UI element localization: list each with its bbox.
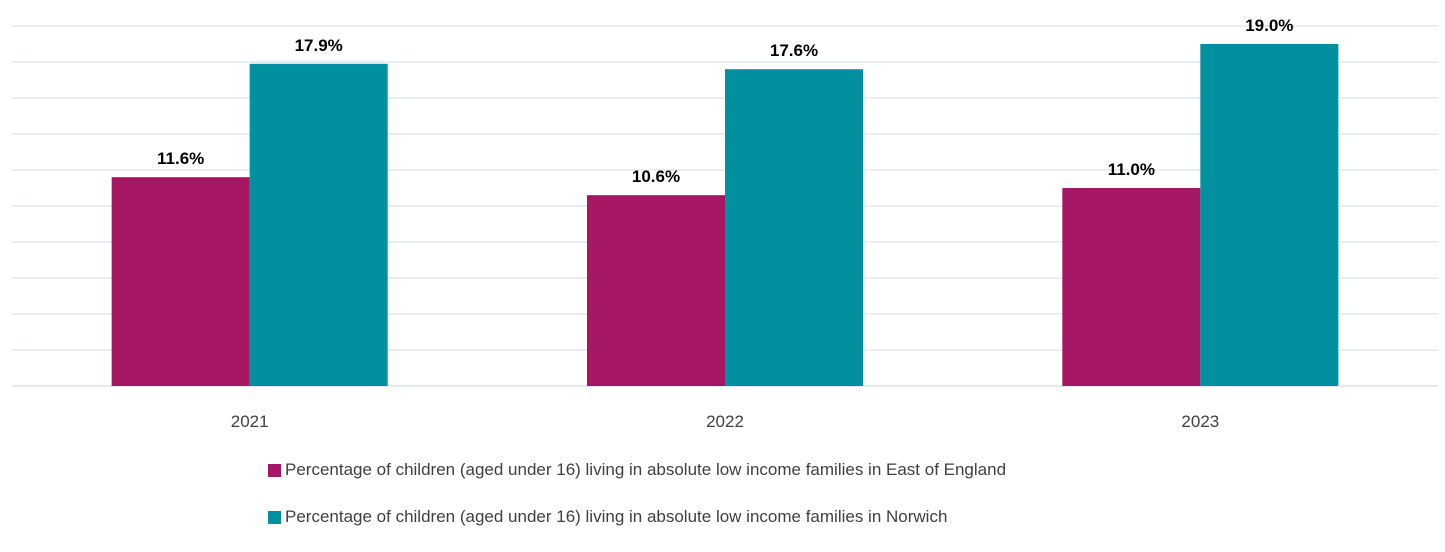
bar-2022-series-1 [725,69,863,386]
x-axis: 2021 2022 2023 [231,412,1219,431]
bars [111,44,1339,387]
data-label-2023-series-0: 11.0% [1108,160,1155,179]
x-tick-label-2023: 2023 [1181,412,1219,431]
legend: Percentage of children (aged under 16) l… [268,458,1006,552]
bar-2021-series-1 [249,63,388,387]
legend-label-east-of-england: Percentage of children (aged under 16) l… [285,460,1007,479]
data-label-2023-series-1: 19.0% [1245,16,1293,35]
legend-label-norwich: Percentage of children (aged under 16) l… [285,507,948,526]
bar-2021-series-0 [111,177,250,386]
bar-2023-series-0 [1062,188,1201,386]
data-label-2021-series-1: 17.9% [295,36,343,55]
legend-swatch-east-of-england [268,463,281,477]
chart: 11.6% 17.9% 10.6% 17.6% 11.0% 19.0% 2021 2022 2… [12,16,1438,526]
data-labels: 11.6% 17.9% 10.6% 17.6% 11.0% 19.0% [157,16,1293,186]
x-tick-label-2021: 2021 [231,412,269,431]
legend-item-norwich: Percentage of children (aged under 16) l… [268,505,1006,529]
legend-swatch-norwich [268,510,281,524]
bar-chart-svg: 11.6%17.9%10.6%17.6%11.0%19.0% 2021 2022 2… [12,16,1438,431]
legend-item-east-of-england: Percentage of children (aged under 16) l… [268,458,1006,482]
data-label-2021-series-0: 11.6% [157,149,204,168]
x-tick-label-2022: 2022 [706,412,744,431]
data-label-2022-series-0: 10.6% [632,167,680,186]
bar-2023-series-1 [1200,44,1339,386]
bar-2022-series-0 [587,195,725,386]
data-label-2022-series-1: 17.6% [770,41,818,60]
